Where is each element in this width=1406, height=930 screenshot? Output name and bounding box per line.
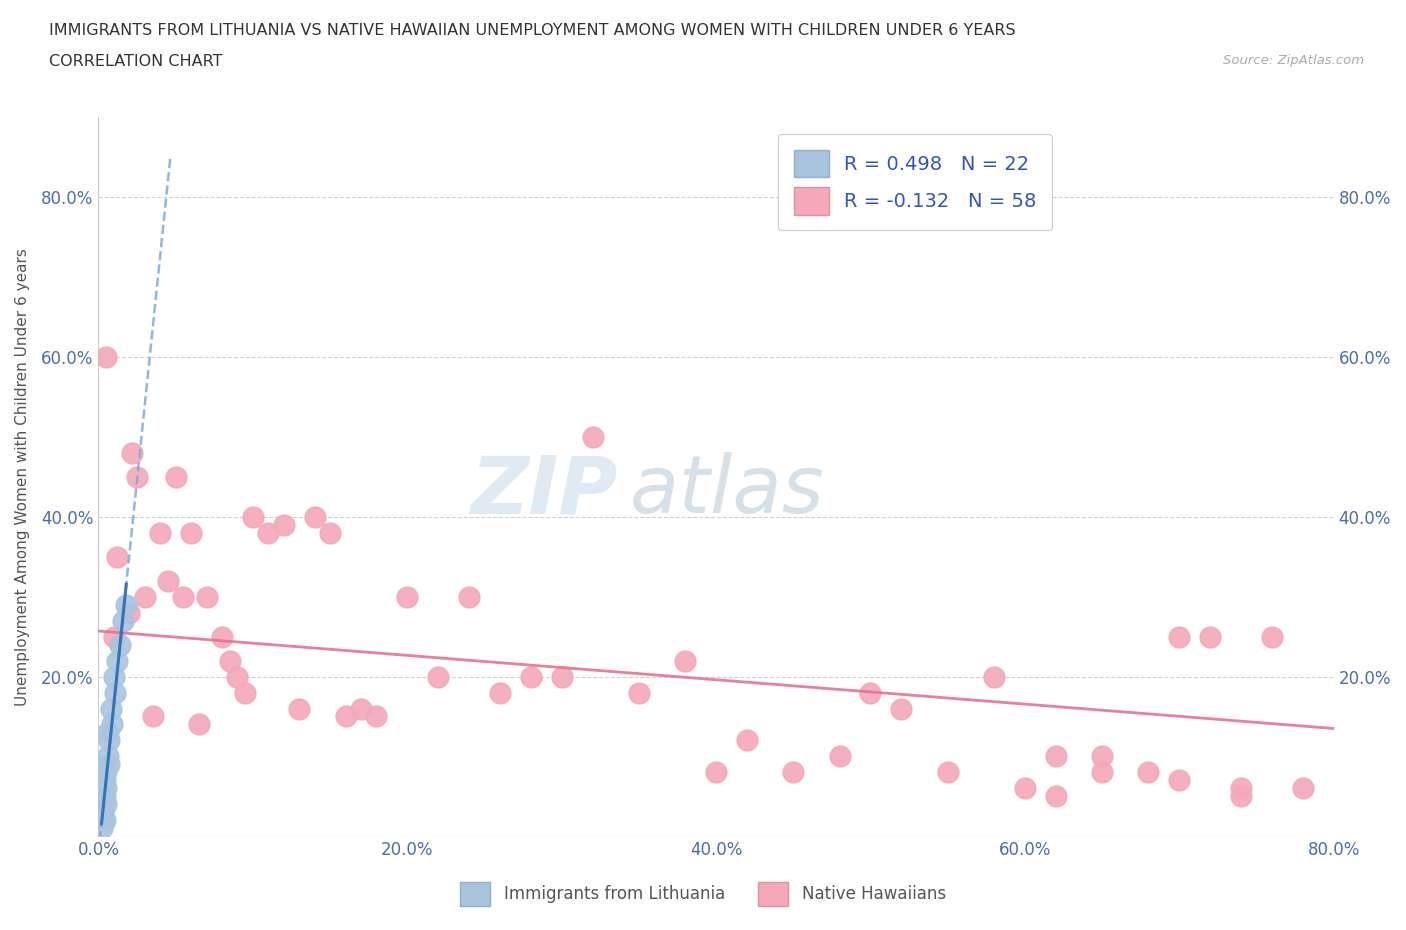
Point bbox=[1045, 749, 1067, 764]
Point bbox=[704, 765, 727, 780]
Point bbox=[172, 590, 194, 604]
Text: atlas: atlas bbox=[630, 452, 824, 530]
Point bbox=[489, 685, 512, 700]
Point bbox=[105, 550, 128, 565]
Point bbox=[91, 797, 114, 812]
Y-axis label: Unemployment Among Women with Children Under 6 years: Unemployment Among Women with Children U… bbox=[15, 248, 30, 706]
Point bbox=[91, 813, 114, 828]
Point bbox=[195, 590, 218, 604]
Point bbox=[304, 510, 326, 525]
Point bbox=[141, 709, 163, 724]
Point bbox=[1014, 781, 1036, 796]
Point bbox=[1261, 630, 1284, 644]
Point bbox=[104, 685, 127, 700]
Point bbox=[134, 590, 156, 604]
Point bbox=[550, 669, 572, 684]
Text: ZIP: ZIP bbox=[470, 452, 617, 530]
Point bbox=[366, 709, 388, 724]
Point bbox=[218, 653, 240, 668]
Point bbox=[103, 669, 125, 684]
Point bbox=[187, 717, 209, 732]
Point bbox=[1199, 630, 1222, 644]
Text: Source: ZipAtlas.com: Source: ZipAtlas.com bbox=[1223, 54, 1364, 67]
Point bbox=[1168, 630, 1191, 644]
Legend: R = 0.498   N = 22, R = -0.132   N = 58: R = 0.498 N = 22, R = -0.132 N = 58 bbox=[778, 134, 1052, 230]
Point bbox=[627, 685, 650, 700]
Point bbox=[242, 510, 264, 525]
Point bbox=[98, 757, 121, 772]
Point bbox=[233, 685, 256, 700]
Point bbox=[97, 725, 120, 740]
Point bbox=[350, 701, 373, 716]
Point bbox=[112, 613, 135, 628]
Point bbox=[96, 781, 118, 796]
Point bbox=[90, 821, 112, 836]
Point bbox=[1091, 749, 1114, 764]
Point bbox=[1230, 789, 1253, 804]
Point bbox=[121, 445, 143, 460]
Point bbox=[335, 709, 357, 724]
Point bbox=[828, 749, 851, 764]
Point bbox=[226, 669, 249, 684]
Legend: Immigrants from Lithuania, Native Hawaiians: Immigrants from Lithuania, Native Hawaii… bbox=[454, 875, 952, 912]
Point bbox=[93, 813, 115, 828]
Point bbox=[319, 525, 342, 540]
Point bbox=[211, 630, 233, 644]
Text: CORRELATION CHART: CORRELATION CHART bbox=[49, 54, 222, 69]
Point bbox=[97, 749, 120, 764]
Point bbox=[103, 630, 125, 644]
Point bbox=[108, 637, 131, 652]
Point bbox=[458, 590, 481, 604]
Point bbox=[859, 685, 882, 700]
Point bbox=[101, 717, 124, 732]
Point bbox=[936, 765, 959, 780]
Point bbox=[1168, 773, 1191, 788]
Point bbox=[100, 701, 122, 716]
Point bbox=[98, 733, 121, 748]
Point bbox=[288, 701, 311, 716]
Point bbox=[1045, 789, 1067, 804]
Point bbox=[427, 669, 450, 684]
Point bbox=[93, 773, 115, 788]
Point bbox=[156, 573, 179, 588]
Point bbox=[115, 597, 138, 612]
Point bbox=[93, 789, 115, 804]
Point bbox=[1091, 765, 1114, 780]
Point bbox=[125, 470, 148, 485]
Point bbox=[890, 701, 912, 716]
Point bbox=[1137, 765, 1160, 780]
Point bbox=[96, 797, 118, 812]
Point bbox=[983, 669, 1005, 684]
Point bbox=[257, 525, 280, 540]
Text: IMMIGRANTS FROM LITHUANIA VS NATIVE HAWAIIAN UNEMPLOYMENT AMONG WOMEN WITH CHILD: IMMIGRANTS FROM LITHUANIA VS NATIVE HAWA… bbox=[49, 23, 1015, 38]
Point bbox=[673, 653, 696, 668]
Point bbox=[581, 430, 603, 445]
Point bbox=[520, 669, 543, 684]
Point bbox=[396, 590, 419, 604]
Point bbox=[96, 350, 118, 365]
Point bbox=[1230, 781, 1253, 796]
Point bbox=[273, 517, 295, 532]
Point bbox=[118, 605, 141, 620]
Point bbox=[180, 525, 202, 540]
Point bbox=[782, 765, 804, 780]
Point bbox=[105, 653, 128, 668]
Point bbox=[735, 733, 758, 748]
Point bbox=[91, 805, 114, 820]
Point bbox=[149, 525, 172, 540]
Point bbox=[1292, 781, 1315, 796]
Point bbox=[96, 765, 118, 780]
Point bbox=[165, 470, 187, 485]
